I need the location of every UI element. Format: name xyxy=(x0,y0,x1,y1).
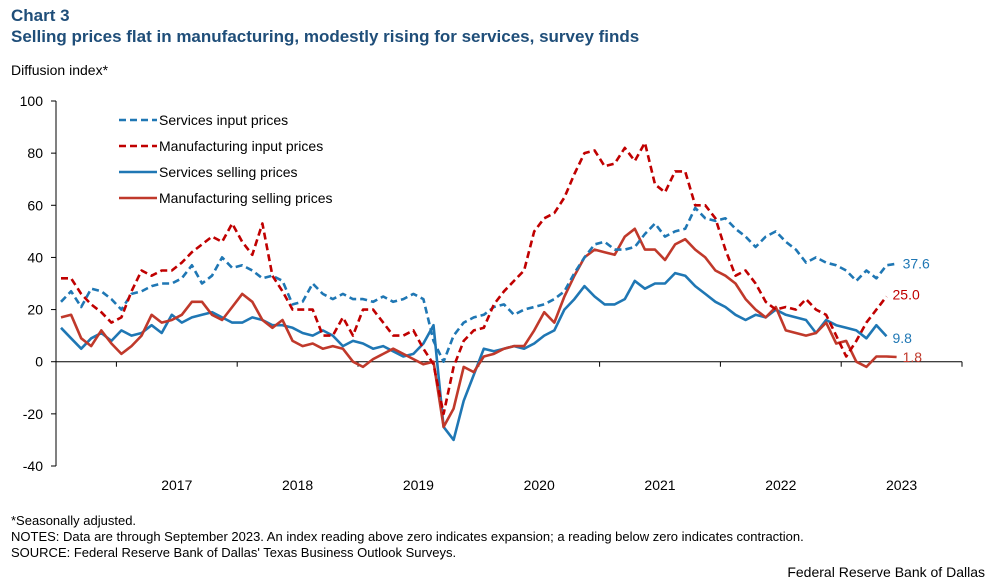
legend-label-services-input-prices: Services input prices xyxy=(159,112,288,128)
x-tick-label: 2018 xyxy=(282,477,313,493)
series-line-services-input-prices xyxy=(60,206,897,364)
series-line-manufacturing-input-prices xyxy=(61,141,888,416)
end-value-label-manufacturing-input-prices: 25.0 xyxy=(893,287,920,303)
x-tick-label: 2017 xyxy=(161,477,192,493)
y-tick-label: 0 xyxy=(35,354,43,370)
end-value-label-manufacturing-selling-prices: 1.8 xyxy=(903,349,923,365)
legend-label-services-selling-prices: Services selling prices xyxy=(159,164,298,180)
y-tick-label: -40 xyxy=(23,458,43,474)
source-note: SOURCE: Federal Reserve Bank of Dallas' … xyxy=(11,545,457,560)
y-axis-label: Diffusion index* xyxy=(11,62,109,78)
y-tick-label: 80 xyxy=(27,145,43,161)
credit-line: Federal Reserve Bank of Dallas xyxy=(787,564,985,580)
series-line-services-selling-prices xyxy=(60,271,888,442)
y-tick-label: 40 xyxy=(27,249,43,265)
chart-title: Selling prices flat in manufacturing, mo… xyxy=(11,27,640,46)
y-tick-label: 20 xyxy=(27,302,43,318)
y-tick-label: -20 xyxy=(23,406,43,422)
chart-notes: *Seasonally adjusted. NOTES: Data are th… xyxy=(11,513,804,561)
legend-label-manufacturing-input-prices: Manufacturing input prices xyxy=(159,138,323,154)
x-tick-label: 2020 xyxy=(524,477,555,493)
x-tick-label: 2022 xyxy=(765,477,796,493)
x-tick-label: 2023 xyxy=(886,477,917,493)
data-note: NOTES: Data are through September 2023. … xyxy=(11,529,804,544)
x-tick-label: 2019 xyxy=(403,477,434,493)
end-value-label-services-input-prices: 37.6 xyxy=(903,256,930,272)
series-line-manufacturing-selling-prices xyxy=(60,227,897,429)
x-tick-label: 2021 xyxy=(644,477,675,493)
legend-label-manufacturing-selling-prices: Manufacturing selling prices xyxy=(159,190,333,206)
y-tick-label: 100 xyxy=(20,93,44,109)
chart-label: Chart 3 xyxy=(11,6,70,25)
y-tick-label: 60 xyxy=(27,197,43,213)
end-value-label-services-selling-prices: 9.8 xyxy=(893,330,913,346)
line-chart: -40 -20 0 20 40 60 80 100 2017 2018 2019 2020 2021 20… xyxy=(20,93,963,493)
seasonal-note: *Seasonally adjusted. xyxy=(11,513,137,528)
